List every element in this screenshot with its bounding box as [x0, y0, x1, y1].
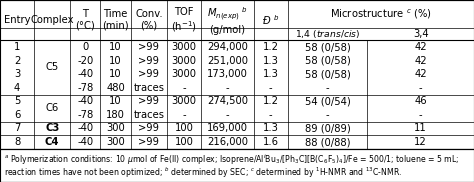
- Text: 58 (0/58): 58 (0/58): [305, 42, 350, 52]
- Text: 46: 46: [414, 96, 427, 106]
- Text: 54 (0/54): 54 (0/54): [305, 96, 350, 106]
- Text: 169,000: 169,000: [207, 123, 248, 133]
- Text: 1.3: 1.3: [263, 69, 279, 79]
- Text: 8: 8: [14, 137, 20, 147]
- Text: 2: 2: [14, 56, 20, 66]
- Text: >99: >99: [138, 137, 159, 147]
- Text: C5: C5: [46, 62, 59, 72]
- Text: Conv.
(%): Conv. (%): [135, 9, 163, 31]
- Text: -: -: [269, 83, 273, 93]
- Text: 1,4 ($trans/cis$): 1,4 ($trans/cis$): [295, 28, 360, 40]
- Text: -40: -40: [77, 96, 93, 106]
- Text: -40: -40: [77, 69, 93, 79]
- Text: 1.3: 1.3: [263, 123, 279, 133]
- Text: 3000: 3000: [172, 42, 197, 52]
- Text: 42: 42: [414, 56, 427, 66]
- Text: Complex: Complex: [30, 15, 74, 25]
- Text: C6: C6: [46, 103, 59, 113]
- Text: -40: -40: [77, 123, 93, 133]
- Text: reaction times have not been optimized; $^{b}$ determined by SEC; $^{c}$ determi: reaction times have not been optimized; …: [4, 165, 402, 180]
- Text: T
(°C): T (°C): [75, 9, 95, 31]
- Text: C4: C4: [45, 137, 59, 147]
- Text: 173,000: 173,000: [207, 69, 248, 79]
- Text: 88 (0/88): 88 (0/88): [305, 137, 350, 147]
- Text: 1: 1: [14, 42, 20, 52]
- Text: >99: >99: [138, 69, 159, 79]
- Text: 3000: 3000: [172, 56, 197, 66]
- Text: 294,000: 294,000: [207, 42, 248, 52]
- Text: 42: 42: [414, 69, 427, 79]
- Text: traces: traces: [133, 83, 164, 93]
- Text: 480: 480: [106, 83, 125, 93]
- Text: 300: 300: [106, 137, 125, 147]
- Text: 1.2: 1.2: [263, 96, 279, 106]
- Text: 1.2: 1.2: [263, 42, 279, 52]
- Text: >99: >99: [138, 123, 159, 133]
- Text: -: -: [419, 110, 422, 120]
- Text: 10: 10: [109, 56, 122, 66]
- Text: 7: 7: [14, 123, 20, 133]
- Text: 42: 42: [414, 42, 427, 52]
- Text: 10: 10: [109, 96, 122, 106]
- Text: 3000: 3000: [172, 96, 197, 106]
- Text: >99: >99: [138, 96, 159, 106]
- Text: -40: -40: [77, 137, 93, 147]
- Text: -: -: [226, 110, 229, 120]
- Text: -: -: [326, 110, 329, 120]
- Text: 12: 12: [414, 137, 427, 147]
- Text: 1.3: 1.3: [263, 56, 279, 66]
- Text: $M_{n(exp)}$$^{\ b}$
(g/mol): $M_{n(exp)}$$^{\ b}$ (g/mol): [208, 6, 247, 35]
- Text: 3: 3: [14, 69, 20, 79]
- Text: 10: 10: [109, 69, 122, 79]
- Text: $^{a}$ Polymerization conditions: 10 $\mu$mol of Fe(II) complex; Isoprene/Al$^{i: $^{a}$ Polymerization conditions: 10 $\m…: [4, 152, 459, 167]
- Text: 216,000: 216,000: [207, 137, 248, 147]
- Text: 10: 10: [109, 42, 122, 52]
- Text: 0: 0: [82, 42, 89, 52]
- Text: Microstructure $^{c}$ (%): Microstructure $^{c}$ (%): [330, 7, 432, 21]
- Text: TOF
(h$^{-1}$): TOF (h$^{-1}$): [171, 7, 197, 34]
- Text: 11: 11: [414, 123, 427, 133]
- Text: 180: 180: [106, 110, 125, 120]
- Text: Entry: Entry: [4, 15, 30, 25]
- Text: 3,4: 3,4: [413, 29, 428, 39]
- Text: $Đ$ $^{b}$: $Đ$ $^{b}$: [262, 13, 279, 27]
- Text: 100: 100: [175, 123, 193, 133]
- Text: 251,000: 251,000: [207, 56, 248, 66]
- Text: 58 (0/58): 58 (0/58): [305, 69, 350, 79]
- Text: -78: -78: [77, 83, 93, 93]
- Text: -: -: [182, 110, 186, 120]
- Text: Time
(min): Time (min): [102, 9, 129, 31]
- Text: 274,500: 274,500: [207, 96, 248, 106]
- Text: traces: traces: [133, 110, 164, 120]
- Text: 3000: 3000: [172, 69, 197, 79]
- Text: 100: 100: [175, 137, 193, 147]
- Text: -: -: [269, 110, 273, 120]
- Text: 1.6: 1.6: [263, 137, 279, 147]
- Text: C3: C3: [45, 123, 59, 133]
- Text: 89 (0/89): 89 (0/89): [305, 123, 350, 133]
- Text: 300: 300: [106, 123, 125, 133]
- Text: -: -: [182, 83, 186, 93]
- Text: -: -: [326, 83, 329, 93]
- Text: >99: >99: [138, 56, 159, 66]
- Text: -78: -78: [77, 110, 93, 120]
- Text: -20: -20: [77, 56, 93, 66]
- Text: >99: >99: [138, 42, 159, 52]
- Text: 58 (0/58): 58 (0/58): [305, 56, 350, 66]
- Text: 5: 5: [14, 96, 20, 106]
- Text: -: -: [419, 83, 422, 93]
- Text: 4: 4: [14, 83, 20, 93]
- Text: 6: 6: [14, 110, 20, 120]
- Text: -: -: [226, 83, 229, 93]
